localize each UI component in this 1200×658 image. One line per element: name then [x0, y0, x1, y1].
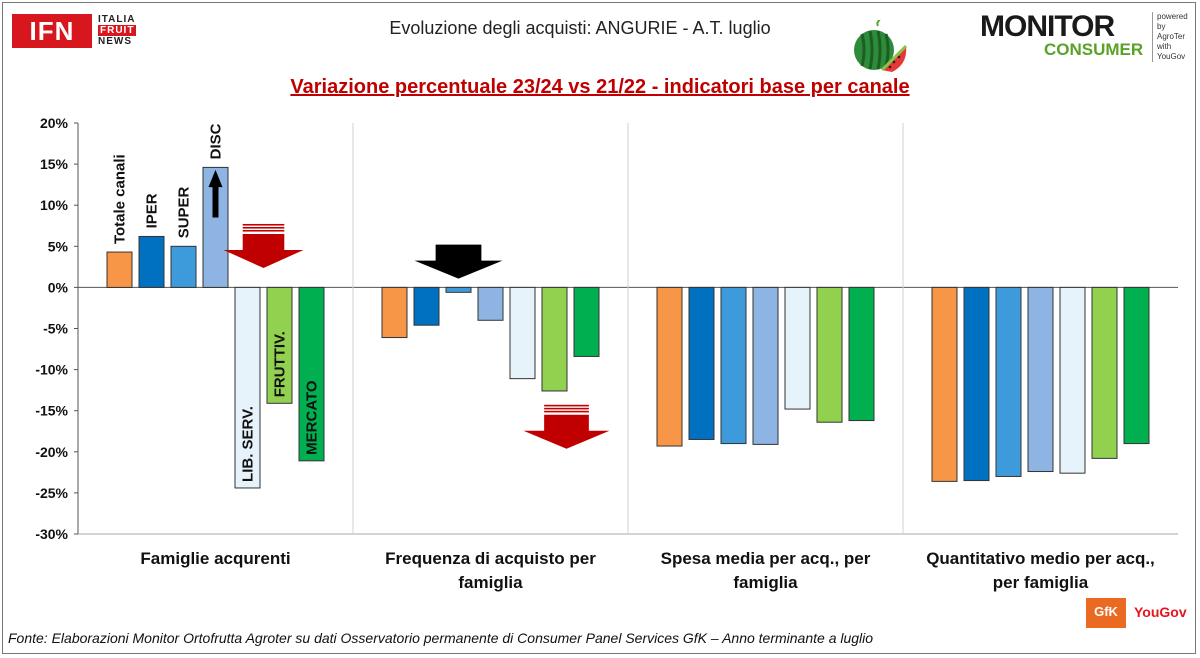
bar	[138, 235, 165, 288]
ifn-logo-line3: NEWS	[98, 36, 132, 47]
bar	[445, 286, 472, 293]
arrow-stripe	[544, 404, 589, 407]
bar	[931, 286, 958, 482]
gfk-logo: GfK	[1086, 598, 1126, 628]
bar	[298, 286, 325, 462]
bar	[784, 286, 811, 410]
ifn-logo: IFN ITALIA FRUIT NEWS	[12, 14, 142, 50]
ifn-logo-mark: IFN	[12, 14, 92, 48]
y-tick-label: -30%	[35, 526, 68, 542]
category-label: famiglia	[458, 573, 523, 592]
up-arrow-icon	[208, 169, 223, 218]
bar	[106, 251, 133, 288]
bar	[1027, 286, 1054, 473]
down-arrow-icon	[414, 244, 503, 279]
yougov-logo: YouGov	[1134, 604, 1187, 620]
ifn-logo-line2: FRUIT	[98, 25, 137, 36]
bar	[509, 286, 536, 380]
chart-subtitle: Variazione percentuale 23/24 vs 21/22 - …	[290, 76, 910, 98]
monitor-side-1: powered by	[1157, 12, 1188, 31]
y-tick-label: -15%	[35, 403, 68, 419]
category-label: Famiglie acqurenti	[140, 549, 290, 568]
series-label: DISC	[208, 123, 225, 159]
monitor-side-4: YouGov	[1157, 52, 1186, 61]
bar	[573, 286, 600, 357]
category-label: Frequenza di acquisto per	[385, 549, 596, 568]
bar	[963, 286, 990, 482]
bar	[848, 286, 875, 422]
bar	[816, 286, 843, 423]
series-label: LIB. SERV.	[240, 406, 257, 482]
bar	[266, 286, 293, 404]
bar	[1059, 286, 1086, 474]
bar	[477, 286, 504, 321]
bar	[720, 286, 747, 445]
category-label: famiglia	[733, 573, 798, 592]
series-label: MERCATO	[304, 380, 321, 455]
down-arrow-icon	[523, 414, 610, 449]
chart-title: Evoluzione degli acquisti: ANGURIE - A.T…	[389, 18, 771, 38]
ifn-logo-text: ITALIA FRUIT NEWS	[98, 14, 137, 47]
bar	[688, 286, 715, 440]
category-label: Quantitativo medio per acq.,	[926, 549, 1155, 568]
y-tick-label: 0%	[48, 279, 69, 295]
bar	[1123, 286, 1150, 445]
monitor-logo-title: MONITOR	[980, 10, 1115, 43]
arrow-stripe	[544, 410, 589, 413]
series-label: SUPER	[176, 186, 193, 238]
series-label: Totale canali	[112, 154, 129, 244]
arrow-stripe	[242, 226, 285, 229]
bar	[995, 286, 1022, 477]
y-tick-label: -20%	[35, 444, 68, 460]
watermelon-icon	[854, 20, 908, 72]
monitor-side-2: AgroTer	[1157, 32, 1186, 41]
y-tick-label: 5%	[48, 238, 69, 254]
y-tick-label: -10%	[35, 362, 68, 378]
bar	[413, 286, 440, 326]
monitor-logo-side: powered by AgroTer with YouGov	[1152, 12, 1190, 62]
series-label: IPER	[144, 193, 161, 228]
ifn-logo-line1: ITALIA	[98, 14, 136, 25]
bar	[381, 286, 408, 339]
monitor-logo-sub: CONSUMER	[1044, 40, 1144, 59]
y-tick-label: 20%	[40, 115, 69, 131]
bar	[541, 286, 568, 392]
bar	[234, 286, 261, 489]
category-label: per famiglia	[993, 573, 1089, 592]
bar	[170, 245, 197, 288]
monitor-side-3: with	[1157, 42, 1172, 51]
arrow-stripe	[242, 223, 285, 226]
bar	[1091, 286, 1118, 459]
series-label: FRUTTIV.	[272, 331, 289, 397]
y-tick-label: -25%	[35, 485, 68, 501]
y-tick-label: -5%	[43, 321, 68, 337]
y-tick-label: 10%	[40, 197, 69, 213]
y-tick-label: 15%	[40, 156, 69, 172]
arrow-stripe	[242, 229, 285, 232]
bar	[656, 286, 683, 447]
down-arrow-icon	[223, 233, 304, 268]
arrow-stripe	[544, 407, 589, 410]
monitor-consumer-logo: MONITOR CONSUMER powered by AgroTer with…	[980, 10, 1190, 62]
bar	[752, 286, 779, 445]
source-note: Fonte: Elaborazioni Monitor Ortofrutta A…	[8, 630, 874, 646]
category-label: Spesa media per acq., per	[661, 549, 871, 568]
